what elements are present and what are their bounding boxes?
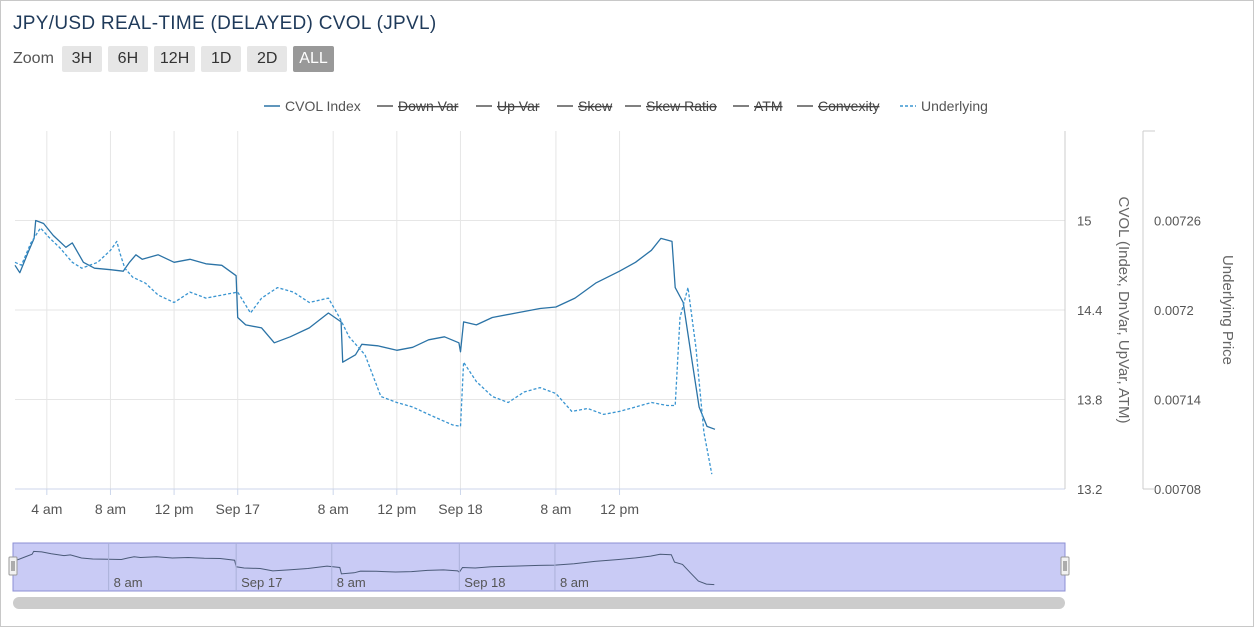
series-layer [14, 219, 716, 475]
zoom-control: Zoom 3H 6H 12H 1D 2D ALL [13, 46, 334, 72]
y-right-axis-title: Underlying Price [1219, 255, 1236, 365]
underlying-series-line [14, 227, 713, 475]
y-right-tick-label: 0.00708 [1154, 482, 1201, 497]
zoom-1d-button[interactable]: 1D [201, 46, 242, 72]
y-left-tick-label: 14.4 [1077, 303, 1102, 318]
x-tick-label: 12 pm [377, 501, 416, 517]
y-left-axis-title: CVOL (Index, DnVar, UpVar, ATM) [1115, 196, 1132, 423]
zoom-3h-button[interactable]: 3H [61, 46, 102, 72]
legend-label: ATM [754, 98, 783, 114]
x-tick-label: 8 am [318, 501, 349, 517]
legend-item[interactable]: CVOL Index [264, 98, 361, 114]
x-tick-label: 12 pm [600, 501, 639, 517]
navigator-label: Sep 18 [464, 575, 505, 590]
axes: 13.2 13.8 14.4 15 0.00708 0.00714 0.0072 0.0072… [15, 130, 1236, 517]
cvol-index-series-line [14, 219, 716, 430]
legend: CVOL Index Down Var Up Var Skew Skew Ratio AT… [264, 98, 988, 114]
zoom-2d-button[interactable]: 2D [247, 46, 288, 72]
x-tick-label: 4 am [31, 501, 62, 517]
x-tick-label: 8 am [95, 501, 126, 517]
legend-item[interactable]: ATM [733, 98, 783, 114]
navigator-left-handle[interactable] [8, 556, 18, 576]
navigator-label: 8 am [114, 575, 143, 590]
legend-item[interactable]: Convexity [797, 98, 879, 114]
legend-label: Convexity [818, 98, 879, 114]
chart-title: JPY/USD REAL-TIME (DELAYED) CVOL (JPVL) [13, 13, 437, 34]
zoom-12h-button[interactable]: 12H [153, 46, 196, 72]
navigator-right-handle[interactable] [1060, 556, 1070, 576]
navigator-scrollbar[interactable] [13, 597, 1065, 609]
y-right-tick-label: 0.00726 [1154, 214, 1201, 229]
x-tick-label: 8 am [540, 501, 571, 517]
zoom-6h-button[interactable]: 6H [107, 46, 148, 72]
legend-item[interactable]: Down Var [377, 98, 459, 114]
zoom-all-button[interactable]: ALL [293, 46, 334, 72]
x-tick-label: Sep 18 [438, 501, 483, 517]
grid [15, 131, 1065, 490]
legend-item[interactable]: Skew [557, 98, 613, 114]
navigator-label: Sep 17 [241, 575, 282, 590]
legend-label: CVOL Index [285, 98, 361, 114]
navigator[interactable]: 8 am Sep 17 8 am Sep 18 8 am [8, 542, 1070, 609]
y-right-tick-label: 0.00714 [1154, 393, 1201, 408]
y-left-tick-label: 13.2 [1077, 482, 1102, 497]
navigator-label: 8 am [337, 575, 366, 590]
legend-label: Underlying [921, 98, 988, 114]
legend-item[interactable]: Up Var [476, 98, 540, 114]
y-right-tick-label: 0.0072 [1154, 303, 1194, 318]
legend-item[interactable]: Underlying [900, 98, 988, 114]
navigator-series-line [12, 550, 715, 586]
x-tick-label: 12 pm [155, 501, 194, 517]
y-left-tick-label: 15 [1077, 214, 1091, 229]
legend-label: Skew Ratio [646, 98, 717, 114]
navigator-selection [12, 542, 1066, 592]
zoom-label: Zoom [13, 50, 54, 67]
legend-item[interactable]: Skew Ratio [625, 98, 717, 114]
legend-label: Skew [578, 98, 613, 114]
legend-label: Down Var [398, 98, 459, 114]
navigator-label: 8 am [560, 575, 589, 590]
legend-label: Up Var [497, 98, 540, 114]
x-tick-label: Sep 17 [216, 501, 261, 517]
y-left-tick-label: 13.8 [1077, 393, 1102, 408]
